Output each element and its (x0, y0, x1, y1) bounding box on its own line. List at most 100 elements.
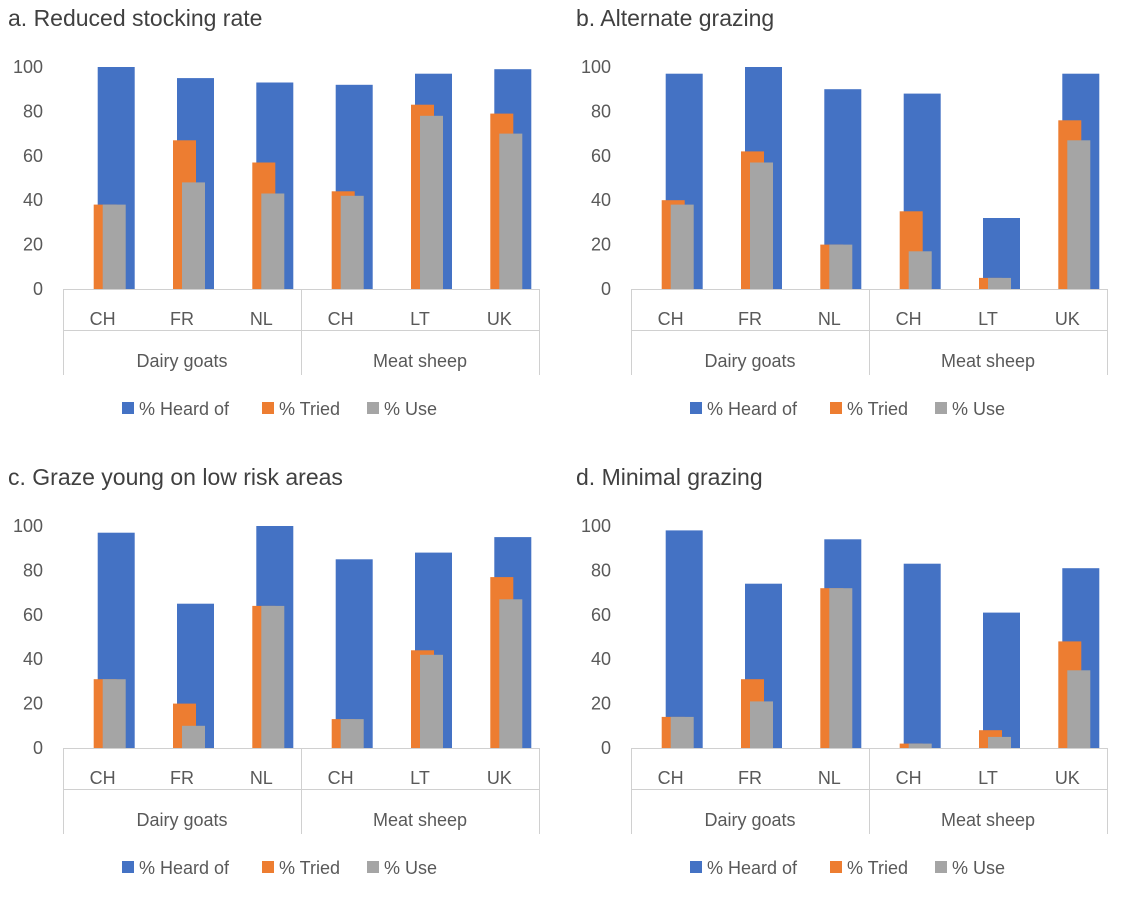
group-label: Meat sheep (941, 810, 1035, 830)
category-label: CH (328, 768, 354, 788)
chart-svg: d. Minimal grazing 0 20 40 60 80 100 CH FR NL CH LT… (576, 464, 1108, 878)
bar-heard-ch-3 (903, 563, 941, 748)
chart-panel-d: d. Minimal grazing 0 20 40 60 80 100 CH FR NL CH LT… (568, 459, 1123, 899)
category-label: LT (410, 768, 430, 788)
category-label: CH (896, 309, 922, 329)
y-tick-label: 100 (581, 516, 611, 536)
legend-swatch-heard (122, 402, 134, 414)
bar-heard-ch-0 (665, 530, 703, 748)
y-tick-label: 0 (601, 279, 611, 299)
bar-use-ch-3 (340, 195, 364, 289)
bar-use-ch-3 (908, 251, 932, 289)
group-label: Meat sheep (941, 351, 1035, 371)
legend-swatch-heard (690, 861, 702, 873)
y-tick-label: 20 (23, 235, 43, 255)
y-tick-label: 20 (23, 694, 43, 714)
legend-label-use: % Use (384, 858, 437, 878)
bar-use-nl-2 (261, 605, 285, 748)
bar-use-lt-4 (420, 654, 443, 748)
category-label: UK (487, 768, 512, 788)
chart-svg: b. Alternate grazing 0 20 40 60 80 100 CH FR NL CH… (576, 5, 1108, 419)
y-tick-label: 60 (591, 605, 611, 625)
category-label: CH (328, 309, 354, 329)
legend-label-tried: % Tried (279, 858, 340, 878)
bar-use-uk-5 (499, 599, 523, 748)
chart-svg: a. Reduced stocking rate 0 20 40 60 80 100 CH FR… (8, 5, 540, 419)
y-tick-label: 20 (591, 694, 611, 714)
group-label: Meat sheep (373, 351, 467, 371)
group-label: Dairy goats (704, 351, 795, 371)
chart-panel-b: b. Alternate grazing 0 20 40 60 80 100 CH FR NL CH… (568, 0, 1123, 440)
bar-use-fr-1 (182, 182, 205, 289)
legend-label-heard: % Heard of (707, 399, 798, 419)
category-label: UK (1055, 309, 1080, 329)
legend-label-tried: % Tried (847, 858, 908, 878)
y-tick-label: 80 (23, 560, 43, 580)
category-label: NL (250, 309, 273, 329)
bar-heard-ch-3 (335, 559, 373, 748)
y-tick-label: 100 (581, 57, 611, 77)
bar-use-lt-4 (988, 277, 1011, 289)
bar-use-ch-0 (102, 679, 126, 748)
bar-use-ch-3 (340, 719, 364, 748)
chart-panel-a: a. Reduced stocking rate 0 20 40 60 80 100 CH FR… (0, 0, 561, 440)
bar-use-fr-1 (182, 725, 205, 748)
bar-use-uk-5 (1067, 140, 1091, 289)
y-tick-label: 60 (23, 605, 43, 625)
category-label: LT (978, 309, 998, 329)
category-label: NL (818, 309, 841, 329)
legend-swatch-use (935, 402, 947, 414)
category-label: LT (410, 309, 430, 329)
chart-panel-c: c. Graze young on low risk areas 0 20 40 60 8… (0, 459, 561, 899)
bar-use-lt-4 (420, 115, 443, 289)
category-label: FR (738, 768, 762, 788)
group-label: Dairy goats (704, 810, 795, 830)
y-tick-label: 80 (591, 101, 611, 121)
category-label: CH (896, 768, 922, 788)
legend-swatch-use (367, 402, 379, 414)
y-tick-label: 40 (23, 190, 43, 210)
bar-use-ch-0 (670, 716, 694, 748)
bar-use-uk-5 (499, 133, 523, 289)
legend-swatch-use (935, 861, 947, 873)
bar-use-uk-5 (1067, 670, 1091, 748)
legend-swatch-heard (122, 861, 134, 873)
y-tick-label: 40 (591, 649, 611, 669)
legend-label-use: % Use (952, 399, 1005, 419)
category-label: CH (658, 309, 684, 329)
chart-title: c. Graze young on low risk areas (8, 464, 343, 490)
category-label: CH (658, 768, 684, 788)
legend-swatch-heard (690, 402, 702, 414)
legend-swatch-tried (262, 861, 274, 873)
category-label: CH (90, 309, 116, 329)
category-label: NL (250, 768, 273, 788)
category-label: LT (978, 768, 998, 788)
bar-use-ch-0 (670, 204, 694, 289)
legend-swatch-use (367, 861, 379, 873)
chart-title: b. Alternate grazing (576, 5, 774, 31)
chart-title: a. Reduced stocking rate (8, 5, 262, 31)
chart-svg: c. Graze young on low risk areas 0 20 40 60 8… (8, 464, 540, 878)
category-label: NL (818, 768, 841, 788)
group-label: Dairy goats (136, 351, 227, 371)
category-label: UK (487, 309, 512, 329)
legend-label-heard: % Heard of (707, 858, 798, 878)
y-tick-label: 20 (591, 235, 611, 255)
y-tick-label: 80 (591, 560, 611, 580)
y-tick-label: 0 (33, 738, 43, 758)
legend-label-use: % Use (384, 399, 437, 419)
group-label: Dairy goats (136, 810, 227, 830)
y-tick-label: 100 (13, 57, 43, 77)
bar-use-nl-2 (261, 193, 285, 289)
category-label: FR (738, 309, 762, 329)
category-label: FR (170, 768, 194, 788)
category-label: CH (90, 768, 116, 788)
y-tick-label: 60 (23, 146, 43, 166)
y-tick-label: 0 (33, 279, 43, 299)
legend-label-use: % Use (952, 858, 1005, 878)
bar-use-ch-0 (102, 204, 126, 289)
category-label: UK (1055, 768, 1080, 788)
group-label: Meat sheep (373, 810, 467, 830)
y-tick-label: 40 (23, 649, 43, 669)
y-tick-label: 0 (601, 738, 611, 758)
